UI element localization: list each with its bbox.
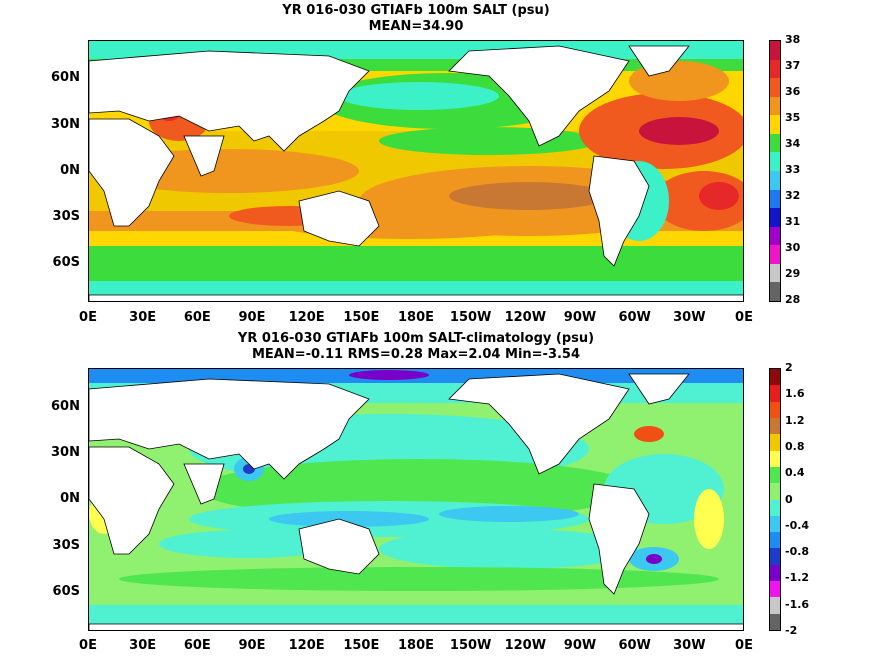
colorbar-segment <box>770 450 780 467</box>
colorbar-segment <box>770 189 780 209</box>
y-tick-label: 30S <box>52 209 80 224</box>
colorbar-label: -2 <box>785 624 798 637</box>
colorbar-label: 35 <box>785 111 801 124</box>
colorbar-label: 32 <box>785 189 801 202</box>
colorbar-label: 0.8 <box>785 439 805 453</box>
x-tick-label: 30E <box>129 310 157 325</box>
x-tick-label: 150E <box>343 638 380 653</box>
colorbar-label: 30 <box>785 241 801 254</box>
colorbar-label: 0.4 <box>785 466 805 480</box>
y-tick-label: 60N <box>51 70 80 85</box>
colorbar-segment <box>770 548 780 565</box>
colorbar-segment <box>770 369 780 386</box>
anomaly-colorbar <box>769 368 781 631</box>
panel2-subtitle: MEAN=-0.11 RMS=0.28 Max=2.04 Min=-3.54 <box>251 347 581 362</box>
colorbar-label: 28 <box>785 293 801 306</box>
x-tick-label: 180E <box>397 310 435 325</box>
colorbar-label: 36 <box>785 85 801 98</box>
salinity-anomaly-map <box>88 368 744 631</box>
x-tick-label: 90W <box>563 310 597 325</box>
colorbar-segment <box>770 385 780 402</box>
colorbar-segment <box>770 263 780 283</box>
colorbar-label: 0 <box>785 492 793 506</box>
x-tick-label: 60W <box>618 310 651 325</box>
colorbar-segment <box>770 133 780 153</box>
colorbar-segment <box>770 613 780 630</box>
colorbar-segment <box>770 532 780 549</box>
colorbar-label: 34 <box>785 137 801 150</box>
x-tick-label: 60E <box>183 310 211 325</box>
x-tick-label: 120E <box>288 310 325 325</box>
x-tick-label: 180E <box>397 638 435 653</box>
colorbar-label: 33 <box>785 163 801 176</box>
colorbar-segment <box>770 59 780 79</box>
y-tick-label: 30N <box>51 117 80 132</box>
colorbar-segment <box>770 564 780 582</box>
colorbar-segment <box>770 515 780 533</box>
x-tick-label: 0E <box>735 638 753 653</box>
colorbar-segment <box>770 226 780 246</box>
colorbar-segment <box>770 245 780 264</box>
colorbar-segment <box>770 401 780 418</box>
y-tick-label: 60S <box>52 255 80 270</box>
colorbar-label: 29 <box>785 267 801 280</box>
x-tick-label: 150E <box>343 310 380 325</box>
x-tick-label: 0E <box>735 310 753 325</box>
x-tick-label: 60E <box>183 638 211 653</box>
colorbar-label: 1.2 <box>785 413 805 427</box>
x-tick-label: 120E <box>288 638 325 653</box>
colorbar-label: 1.6 <box>785 387 805 401</box>
x-tick-label: 90E <box>238 310 266 325</box>
colorbar-segment <box>770 282 780 301</box>
y-tick-label: 60N <box>51 399 80 414</box>
colorbar-segment <box>770 581 780 598</box>
colorbar-segment <box>770 170 780 190</box>
colorbar-label: 38 <box>785 33 801 46</box>
colorbar-segment <box>770 152 780 171</box>
y-tick-label: 30N <box>51 445 80 460</box>
colorbar-label: 31 <box>785 215 801 228</box>
colorbar-label: 2 <box>785 361 793 374</box>
y-tick-label: 60S <box>52 584 80 599</box>
x-tick-label: 30E <box>129 638 157 653</box>
colorbar-segment <box>770 483 780 500</box>
colorbar-segment <box>770 115 780 134</box>
colorbar-segment <box>770 208 780 227</box>
colorbar-label: 37 <box>785 59 801 72</box>
colorbar-segment <box>770 96 780 116</box>
x-tick-label: 0E <box>79 638 97 653</box>
x-tick-label: 30W <box>673 638 706 653</box>
colorbar-label: -0.4 <box>785 518 810 532</box>
y-tick-label: 0N <box>60 491 80 506</box>
x-tick-label: 30W <box>673 310 706 325</box>
panel2-title: YR 016-030 GTIAFb 100m SALT-climatology … <box>237 331 595 346</box>
colorbar-segment <box>770 78 780 97</box>
panel1-title: YR 016-030 GTIAFb 100m SALT (psu) <box>282 3 550 18</box>
colorbar-segment <box>770 597 780 614</box>
colorbar-label: -0.8 <box>785 545 810 559</box>
x-tick-label: 90E <box>238 638 266 653</box>
x-tick-label: 0E <box>79 310 97 325</box>
salinity-colorbar <box>769 40 781 302</box>
colorbar-label: -1.6 <box>785 597 810 611</box>
x-tick-label: 120W <box>504 310 547 325</box>
colorbar-segment <box>770 499 780 516</box>
x-tick-label: 90W <box>563 638 597 653</box>
salinity-map <box>88 40 744 302</box>
colorbar-segment <box>770 417 780 435</box>
x-tick-label: 120W <box>504 638 547 653</box>
y-tick-label: 30S <box>52 538 80 553</box>
colorbar-segment <box>770 466 780 484</box>
y-tick-label: 0N <box>60 163 80 178</box>
x-tick-label: 150W <box>449 638 492 653</box>
panel1-subtitle: MEAN=34.90 <box>368 19 464 34</box>
x-tick-label: 150W <box>449 310 492 325</box>
colorbar-label: -1.2 <box>785 571 810 585</box>
x-tick-label: 60W <box>618 638 651 653</box>
colorbar-segment <box>770 434 780 451</box>
colorbar-segment <box>770 41 780 60</box>
